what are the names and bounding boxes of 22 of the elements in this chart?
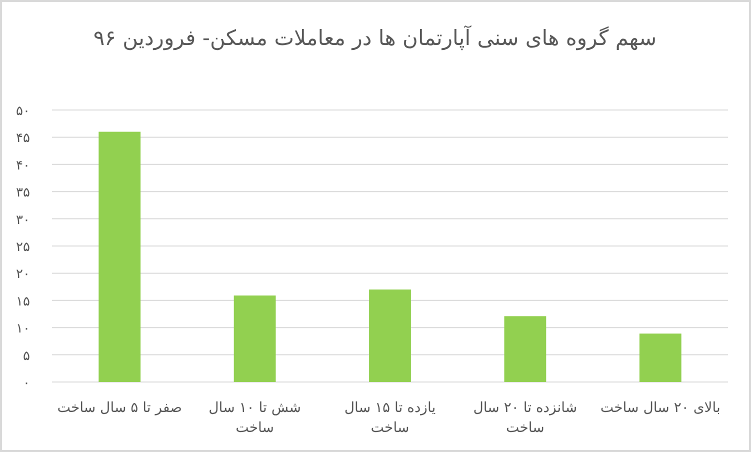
bar — [504, 316, 546, 382]
bar — [369, 290, 411, 382]
y-tick-label: ۴۰ — [16, 158, 30, 174]
xtick: بالای ۲۰ سال ساخت — [600, 400, 720, 416]
y-tick-label: ۲۵ — [16, 240, 30, 255]
bar — [98, 132, 141, 382]
xtick: شش تا ۱۰ سال ساخت — [208, 400, 301, 436]
y-tick-label: ۵۰ — [16, 104, 30, 119]
y-tick-label: ۱۵ — [16, 294, 30, 310]
y-tick-label: ۰ — [23, 376, 30, 391]
y-tick-label: ۲۰ — [16, 267, 30, 282]
y-tick-label: ۵ — [23, 348, 30, 364]
bar — [234, 296, 276, 382]
y-tick-label: ۳۵ — [16, 186, 30, 201]
y-tick-label: ۱۰ — [16, 322, 30, 337]
bar — [639, 334, 682, 382]
xtick: یازده تا ۱۵ سال ساخت — [344, 400, 436, 436]
xtick: صفر تا ۵ سال ساخت — [57, 400, 182, 416]
title: سهم گروه های سنی آپارتمان ها در معاملات مسکن- فروردین ۹۶ — [93, 26, 657, 50]
y-tick-label: ۳۰ — [16, 212, 30, 228]
xtick: شانزده تا ۲۰ سال ساخت — [473, 400, 578, 436]
y-tick-label: ۴۵ — [16, 131, 30, 146]
